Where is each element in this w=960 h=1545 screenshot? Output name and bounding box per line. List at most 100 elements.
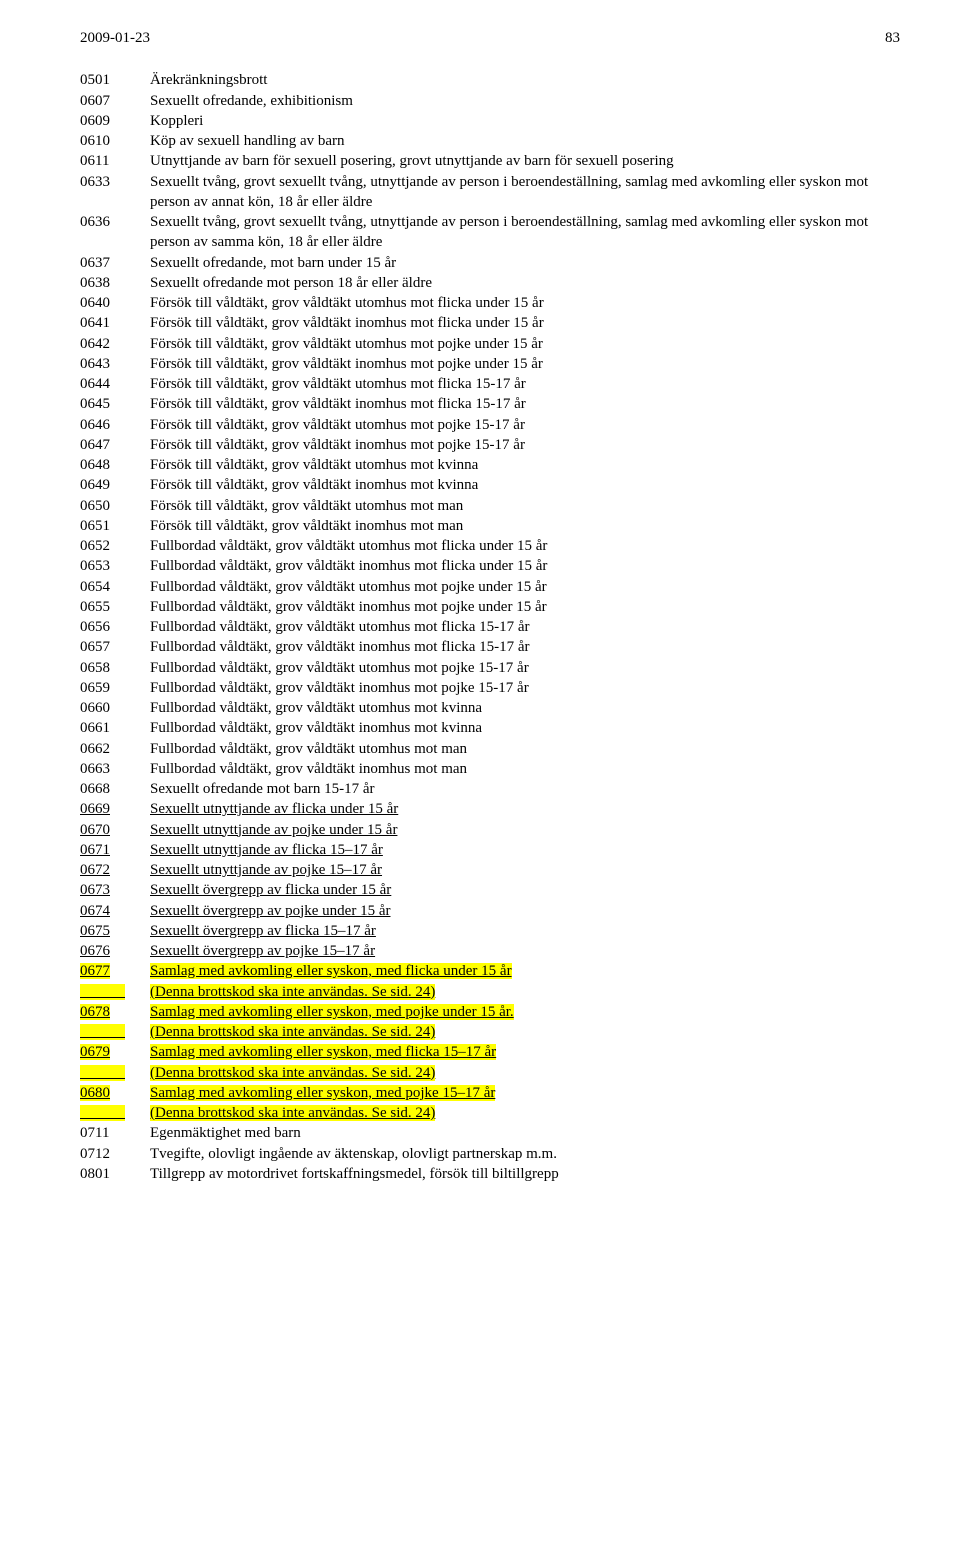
row-code: 0671: [80, 840, 150, 860]
row-code: 0636: [80, 212, 150, 232]
row-code: 0669: [80, 799, 150, 819]
row-desc: Fullbordad våldtäkt, grov våldtäkt utomh…: [150, 577, 900, 597]
row-desc-text: Samlag med avkomling eller syskon, med p…: [150, 1085, 495, 1101]
code-row-note: (Denna brottskod ska inte användas. Se s…: [80, 1103, 900, 1123]
row-code: 0801: [80, 1164, 150, 1184]
code-row: 0662Fullbordad våldtäkt, grov våldtäkt u…: [80, 739, 900, 759]
row-note: (Denna brottskod ska inte användas. Se s…: [150, 1022, 900, 1042]
row-desc-text: Försök till våldtäkt, grov våldtäkt inom…: [150, 396, 526, 412]
code-row: 0653Fullbordad våldtäkt, grov våldtäkt i…: [80, 556, 900, 576]
code-row: 0501Ärekränkningsbrott: [80, 70, 900, 90]
code-row: 0633Sexuellt tvång, grovt sexuellt tvång…: [80, 172, 900, 213]
row-code-text: 0647: [80, 437, 110, 453]
row-desc-text: Egenmäktighet med barn: [150, 1125, 301, 1141]
row-desc: Sexuellt ofredande, exhibitionism: [150, 91, 900, 111]
code-row: 0676Sexuellt övergrepp av pojke 15–17 år: [80, 941, 900, 961]
code-row: 0711Egenmäktighet med barn: [80, 1123, 900, 1143]
row-code: 0657: [80, 637, 150, 657]
row-code-text: 0609: [80, 113, 110, 129]
row-code: 0661: [80, 718, 150, 738]
row-code-text: 0679: [80, 1044, 110, 1060]
row-desc: Sexuellt ofredande, mot barn under 15 år: [150, 253, 900, 273]
code-row: 0611Utnyttjande av barn för sexuell pose…: [80, 151, 900, 171]
row-code: 0658: [80, 658, 150, 678]
row-desc-text: Sexuellt ofredande, exhibitionism: [150, 93, 353, 109]
row-desc-text: Fullbordad våldtäkt, grov våldtäkt utomh…: [150, 741, 467, 757]
row-desc-text: Sexuellt utnyttjande av flicka 15–17 år: [150, 842, 383, 858]
row-desc-text: Fullbordad våldtäkt, grov våldtäkt utomh…: [150, 700, 482, 716]
code-row: 0643Försök till våldtäkt, grov våldtäkt …: [80, 354, 900, 374]
row-code: 0649: [80, 475, 150, 495]
row-desc-text: Tvegifte, olovligt ingående av äktenskap…: [150, 1146, 557, 1162]
row-desc-text: Försök till våldtäkt, grov våldtäkt inom…: [150, 477, 478, 493]
row-note: (Denna brottskod ska inte användas. Se s…: [150, 1103, 900, 1123]
code-row: 0637Sexuellt ofredande, mot barn under 1…: [80, 253, 900, 273]
row-code: 0668: [80, 779, 150, 799]
row-desc: Fullbordad våldtäkt, grov våldtäkt inomh…: [150, 759, 900, 779]
row-code: 0501: [80, 70, 150, 90]
row-desc: Sexuellt utnyttjande av pojke under 15 å…: [150, 820, 900, 840]
row-desc-text: Fullbordad våldtäkt, grov våldtäkt inomh…: [150, 639, 530, 655]
row-code-text: 0610: [80, 133, 110, 149]
row-code-text: 0658: [80, 660, 110, 676]
row-code-text: 0656: [80, 619, 110, 635]
code-row: 0671Sexuellt utnyttjande av flicka 15–17…: [80, 840, 900, 860]
code-row-note: (Denna brottskod ska inte användas. Se s…: [80, 982, 900, 1002]
row-code-text: 0678: [80, 1004, 110, 1020]
row-code: 0676: [80, 941, 150, 961]
row-desc: Samlag med avkomling eller syskon, med f…: [150, 961, 900, 981]
row-code: 0652: [80, 536, 150, 556]
row-code: 0659: [80, 678, 150, 698]
row-desc: Försök till våldtäkt, grov våldtäkt utom…: [150, 496, 900, 516]
row-code-text: 0668: [80, 781, 110, 797]
row-desc-text: Fullbordad våldtäkt, grov våldtäkt utomh…: [150, 660, 529, 676]
row-code-text: 0641: [80, 315, 110, 331]
row-desc: Sexuellt tvång, grovt sexuellt tvång, ut…: [150, 172, 900, 213]
row-code: 0651: [80, 516, 150, 536]
code-row: 0646Försök till våldtäkt, grov våldtäkt …: [80, 415, 900, 435]
row-desc: Försök till våldtäkt, grov våldtäkt inom…: [150, 516, 900, 536]
row-desc: Fullbordad våldtäkt, grov våldtäkt utomh…: [150, 536, 900, 556]
row-desc-text: Sexuellt övergrepp av flicka 15–17 år: [150, 923, 376, 939]
code-row: 0607Sexuellt ofredande, exhibitionism: [80, 91, 900, 111]
code-row: 0680Samlag med avkomling eller syskon, m…: [80, 1083, 900, 1103]
code-row-note: (Denna brottskod ska inte användas. Se s…: [80, 1022, 900, 1042]
row-desc: Tvegifte, olovligt ingående av äktenskap…: [150, 1144, 900, 1164]
row-code-text: 0669: [80, 801, 110, 817]
row-code: 0675: [80, 921, 150, 941]
row-code: 0607: [80, 91, 150, 111]
row-desc-text: Fullbordad våldtäkt, grov våldtäkt inomh…: [150, 720, 482, 736]
row-desc-text: Köp av sexuell handling av barn: [150, 133, 345, 149]
row-code: 0678: [80, 1002, 150, 1022]
row-desc: Fullbordad våldtäkt, grov våldtäkt utomh…: [150, 698, 900, 718]
row-code-text: 0638: [80, 275, 110, 291]
row-note: (Denna brottskod ska inte användas. Se s…: [150, 982, 900, 1002]
code-row: 0641Försök till våldtäkt, grov våldtäkt …: [80, 313, 900, 333]
row-code-text: 0654: [80, 579, 110, 595]
page-header: 2009-01-23 83: [80, 28, 900, 48]
row-desc-text: Försök till våldtäkt, grov våldtäkt utom…: [150, 295, 544, 311]
code-row: 0638Sexuellt ofredande mot person 18 år …: [80, 273, 900, 293]
code-row: 0658 Fullbordad våldtäkt, grov våldtäkt u…: [80, 658, 900, 678]
row-code: 0712: [80, 1144, 150, 1164]
code-row: 0648Försök till våldtäkt, grov våldtäkt …: [80, 455, 900, 475]
row-code: 0680: [80, 1083, 150, 1103]
code-row: 0654 Fullbordad våldtäkt, grov våldtäkt u…: [80, 577, 900, 597]
row-code: 0610: [80, 131, 150, 151]
row-desc-text: Fullbordad våldtäkt, grov våldtäkt inomh…: [150, 761, 467, 777]
row-code: 0670: [80, 820, 150, 840]
code-row: 0679 Samlag med avkomling eller syskon, m…: [80, 1042, 900, 1062]
row-desc: Försök till våldtäkt, grov våldtäkt inom…: [150, 435, 900, 455]
row-note-text: (Denna brottskod ska inte användas. Se s…: [150, 1105, 435, 1121]
row-code: 0609: [80, 111, 150, 131]
code-row: 0661 Fullbordad våldtäkt, grov våldtäkt i…: [80, 718, 900, 738]
row-code-text: 0652: [80, 538, 110, 554]
row-desc-text: Försök till våldtäkt, grov våldtäkt inom…: [150, 437, 525, 453]
row-desc-text: Försök till våldtäkt, grov våldtäkt utom…: [150, 457, 478, 473]
code-row: 0655Fullbordad våldtäkt, grov våldtäkt i…: [80, 597, 900, 617]
row-code-text: 0661: [80, 720, 110, 736]
row-code-text: 0501: [80, 72, 110, 88]
row-desc-text: Samlag med avkomling eller syskon, med f…: [150, 1044, 496, 1060]
row-desc: Fullbordad våldtäkt, grov våldtäkt inomh…: [150, 637, 900, 657]
code-list: 0501Ärekränkningsbrott0607Sexuellt ofred…: [80, 70, 900, 1184]
